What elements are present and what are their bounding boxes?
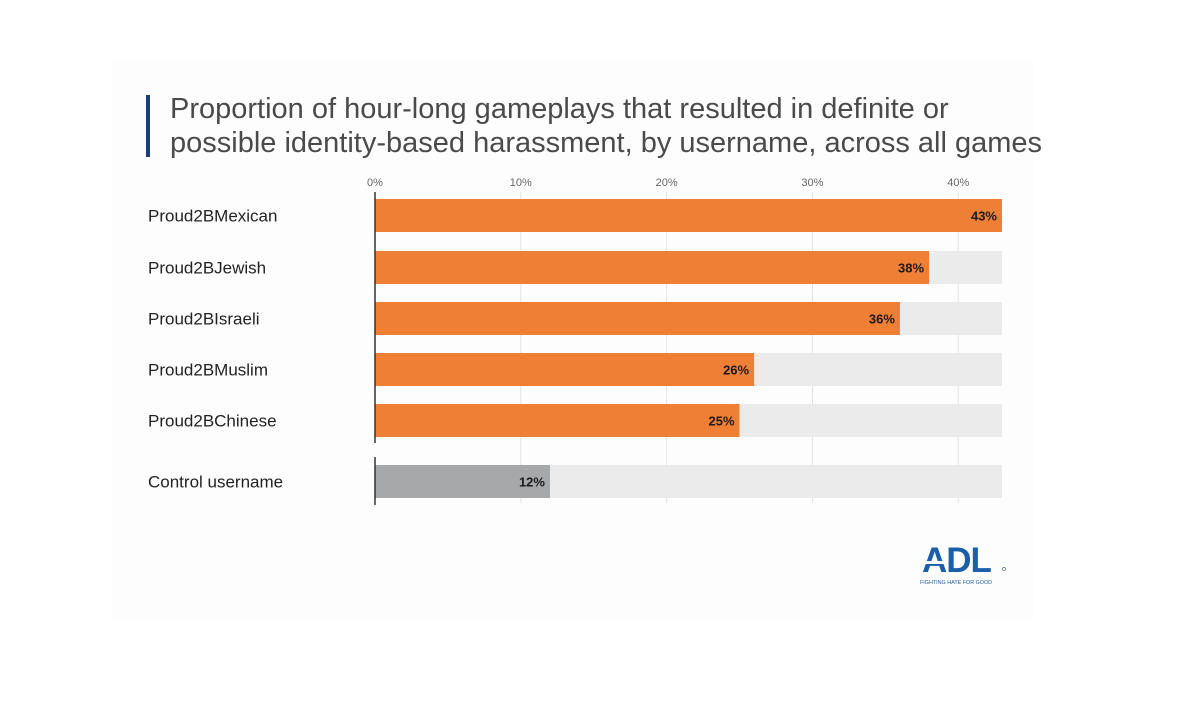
category-label: Proud2BChinese: [148, 412, 277, 431]
data-label: 26%: [723, 363, 749, 378]
adl-logo-stripe: [919, 561, 947, 564]
chart-panel: [112, 60, 1034, 620]
category-label: Proud2BJewish: [148, 259, 266, 278]
data-label: 12%: [519, 475, 545, 490]
title-accent-bar: [146, 95, 150, 157]
bar: [375, 251, 930, 284]
chart-title-line-1: Proportion of hour-long gameplays that r…: [170, 93, 949, 125]
adl-logo-text: ADL: [922, 541, 992, 580]
x-tick-label: 0%: [367, 177, 383, 189]
x-tick-label: 10%: [510, 177, 532, 189]
adl-logo-tagline: FIGHTING HATE FOR GOOD: [920, 580, 992, 586]
adl-logo: ADL FIGHTING HATE FOR GOOD: [919, 541, 1006, 586]
registered-mark-icon: [1002, 567, 1006, 571]
chart-title: Proportion of hour-long gameplays that r…: [170, 92, 1043, 160]
bar: [375, 465, 550, 498]
bar: [375, 199, 1002, 232]
bar: [375, 404, 740, 437]
chart-title-line-2: possible identity-based harassment, by u…: [170, 127, 1043, 159]
x-tick-label: 20%: [656, 177, 678, 189]
x-tick-label: 30%: [801, 177, 823, 189]
category-label: Proud2BMuslim: [148, 361, 268, 380]
category-label: Proud2BMexican: [148, 207, 277, 226]
data-label: 36%: [869, 312, 895, 327]
data-label: 25%: [709, 414, 735, 429]
data-label: 38%: [898, 261, 924, 276]
x-tick-label: 40%: [947, 177, 969, 189]
category-label: Control username: [148, 473, 283, 492]
bar: [375, 353, 755, 386]
bar: [375, 302, 900, 335]
data-label: 43%: [971, 209, 997, 224]
category-label: Proud2BIsraeli: [148, 310, 260, 329]
